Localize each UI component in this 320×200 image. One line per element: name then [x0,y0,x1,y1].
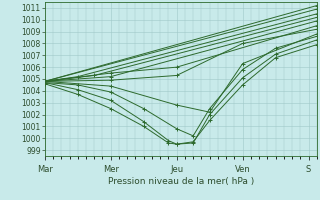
X-axis label: Pression niveau de la mer( hPa ): Pression niveau de la mer( hPa ) [108,177,254,186]
